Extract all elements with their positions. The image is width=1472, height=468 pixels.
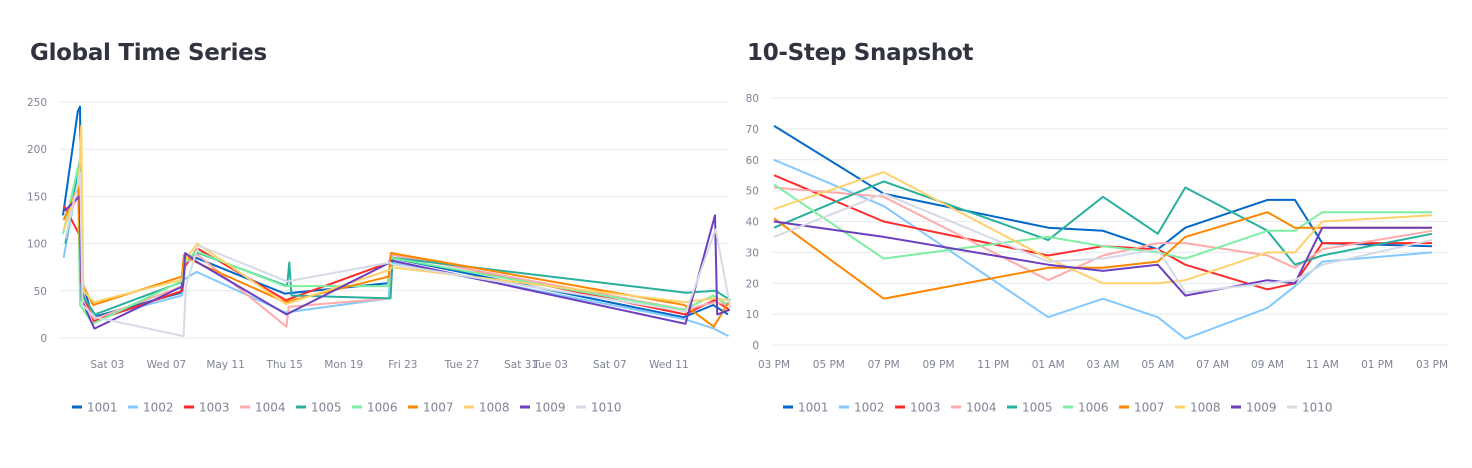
legend-label: 1005 bbox=[1022, 401, 1053, 415]
ten-step-snapshot-panel: 10-Step Snapshot 0 10 20 30 40 50 60 70 80 03 PM 0… bbox=[736, 0, 1472, 468]
x-tick-label: 03 AM bbox=[1087, 359, 1120, 371]
y-tick-label: 10 bbox=[746, 309, 759, 321]
legend-label: 1008 bbox=[1190, 401, 1221, 415]
x-tick-label: 09 AM bbox=[1251, 359, 1284, 371]
y-tick-label: 30 bbox=[746, 247, 759, 259]
x-tick-label: 07 PM bbox=[868, 359, 900, 371]
legend: 1001 1002 1003 1004 1005 1006 1007 1008 1009 1010 bbox=[72, 401, 622, 415]
x-tick-label: May 11 bbox=[206, 359, 244, 371]
series-line-1005 bbox=[773, 180, 1433, 266]
series-line-1007 bbox=[773, 211, 1432, 300]
legend-label: 1001 bbox=[798, 401, 829, 415]
x-tick-label: Sat 03 bbox=[90, 359, 124, 371]
global-time-series-chart[interactable]: 0 50 100 150 200 250 Sat 03 Wed 07 May 11 Thu 15 M… bbox=[0, 0, 736, 468]
legend-label: 1008 bbox=[479, 401, 510, 415]
x-tick-label: Wed 07 bbox=[147, 359, 187, 371]
x-tick-label: Wed 11 bbox=[649, 359, 689, 371]
y-tick-label: 0 bbox=[752, 340, 759, 352]
legend-label: 1002 bbox=[854, 401, 885, 415]
x-tick-label: Sat 31 bbox=[504, 359, 538, 371]
y-tick-label: 150 bbox=[27, 191, 47, 203]
y-tick-label: 40 bbox=[746, 217, 759, 229]
legend-label: 1007 bbox=[423, 401, 454, 415]
global-time-series-panel: Global Time Series 0 50 100 150 200 250 Sat 03… bbox=[0, 0, 736, 468]
x-tick-label: 11 AM bbox=[1306, 359, 1339, 371]
chart-title: Global Time Series bbox=[30, 40, 267, 66]
legend: 1001 1002 1003 1004 1005 1006 1007 1008 1009 1010 bbox=[783, 401, 1333, 415]
x-tick-label: 03 PM bbox=[1416, 359, 1448, 371]
series-line-1002 bbox=[773, 158, 1433, 340]
series-line-1004 bbox=[773, 186, 1433, 282]
y-tick-label: 100 bbox=[27, 239, 47, 251]
y-tick-label: 60 bbox=[746, 155, 759, 167]
series-line-1001 bbox=[773, 124, 1433, 251]
legend-label: 1006 bbox=[1078, 401, 1109, 415]
legend-label: 1003 bbox=[910, 401, 941, 415]
x-tick-label: 01 AM bbox=[1032, 359, 1065, 371]
legend-label: 1002 bbox=[143, 401, 174, 415]
chart-title: 10-Step Snapshot bbox=[747, 40, 974, 66]
x-tick-label: 05 AM bbox=[1141, 359, 1174, 371]
x-tick-label: Mon 19 bbox=[324, 359, 363, 371]
legend-label: 1001 bbox=[87, 401, 118, 415]
x-tick-label: 09 PM bbox=[922, 359, 954, 371]
x-tick-label: Tue 03 bbox=[532, 359, 568, 371]
legend-label: 1003 bbox=[199, 401, 230, 415]
x-tick-label: Fri 23 bbox=[388, 359, 417, 371]
x-tick-label: 07 AM bbox=[1196, 359, 1229, 371]
x-tick-label: 11 PM bbox=[977, 359, 1009, 371]
legend-label: 1007 bbox=[1134, 401, 1165, 415]
x-tick-label: 03 PM bbox=[758, 359, 790, 371]
legend-label: 1010 bbox=[591, 401, 622, 415]
series-line-1006 bbox=[773, 183, 1432, 260]
y-tick-label: 0 bbox=[40, 333, 47, 345]
x-tick-label: Sat 07 bbox=[593, 359, 627, 371]
legend-label: 1004 bbox=[966, 401, 997, 415]
legend-label: 1006 bbox=[367, 401, 398, 415]
y-tick-label: 70 bbox=[746, 124, 759, 136]
x-tick-label: Tue 27 bbox=[444, 359, 480, 371]
legend-label: 1005 bbox=[311, 401, 342, 415]
y-tick-label: 50 bbox=[746, 186, 759, 198]
series-line-1008 bbox=[63, 124, 730, 305]
y-tick-label: 20 bbox=[746, 278, 759, 290]
series-line-1003 bbox=[773, 174, 1432, 291]
y-tick-label: 50 bbox=[34, 286, 47, 298]
legend-label: 1009 bbox=[1246, 401, 1277, 415]
legend-label: 1010 bbox=[1302, 401, 1333, 415]
y-tick-label: 200 bbox=[27, 144, 47, 156]
y-tick-label: 80 bbox=[746, 93, 759, 105]
x-tick-label: Thu 15 bbox=[265, 359, 302, 371]
x-tick-label: 01 PM bbox=[1361, 359, 1393, 371]
series-line-1010 bbox=[773, 192, 1433, 294]
ten-step-snapshot-chart[interactable]: 0 10 20 30 40 50 60 70 80 03 PM 05 PM 07 PM 09 PM 11 … bbox=[736, 0, 1472, 468]
series-line-1010 bbox=[64, 171, 732, 338]
series-line-1009 bbox=[773, 220, 1432, 297]
x-tick-label: 05 PM bbox=[813, 359, 845, 371]
legend-label: 1004 bbox=[255, 401, 286, 415]
legend-label: 1009 bbox=[535, 401, 566, 415]
series-line-1009 bbox=[64, 195, 731, 330]
series-line-1008 bbox=[773, 171, 1433, 285]
y-tick-label: 250 bbox=[27, 97, 47, 109]
